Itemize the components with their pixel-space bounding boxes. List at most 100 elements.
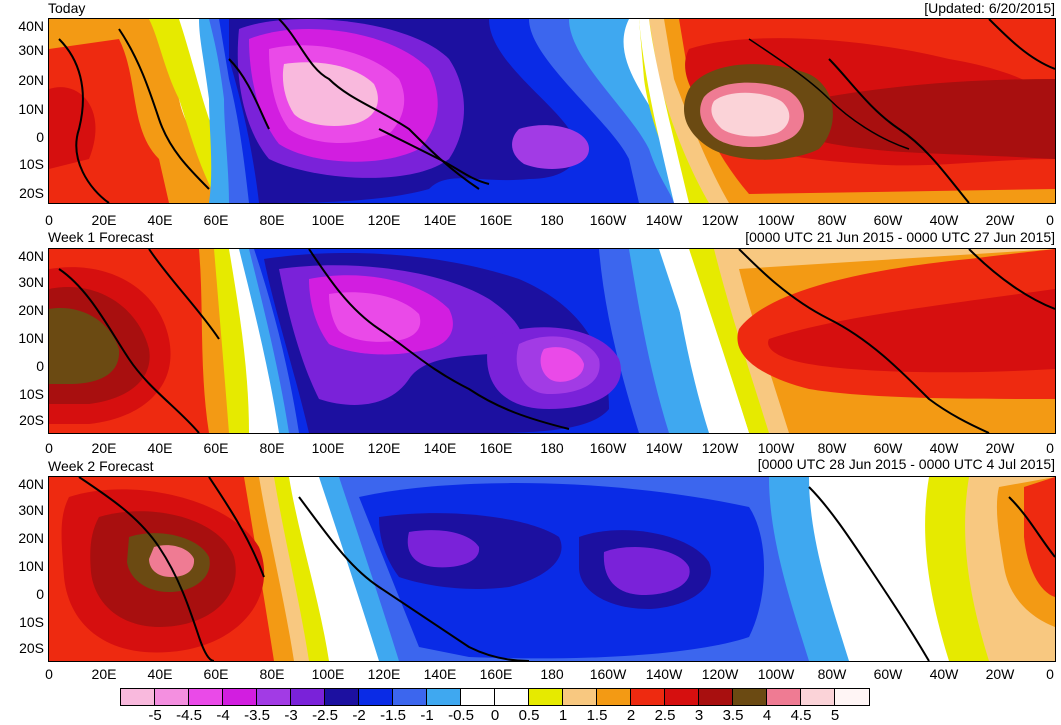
legend-swatch bbox=[801, 689, 835, 705]
legend-tick-label: 3 bbox=[694, 707, 704, 724]
lat-label: 40N bbox=[18, 18, 44, 34]
lat-label: 20N bbox=[18, 530, 44, 546]
lon-label: 100E bbox=[311, 666, 345, 682]
lon-label: 40W bbox=[929, 666, 959, 682]
panel-2-map[interactable] bbox=[48, 248, 1056, 434]
lon-label: 60E bbox=[203, 666, 229, 682]
lon-label: 120E bbox=[367, 212, 401, 228]
lon-label: 60E bbox=[203, 440, 229, 456]
lon-label: 0 bbox=[1046, 666, 1054, 682]
lat-label: 40N bbox=[18, 476, 44, 492]
lon-label: 100W bbox=[757, 212, 795, 228]
legend-tick-label: -1.5 bbox=[380, 707, 406, 724]
legend-swatch bbox=[597, 689, 631, 705]
legend-swatch bbox=[121, 689, 155, 705]
lat-label: 40N bbox=[18, 248, 44, 264]
lon-label: 40W bbox=[929, 212, 959, 228]
lon-label: 120W bbox=[701, 440, 739, 456]
legend-tick-label: 4.5 bbox=[790, 707, 812, 724]
legend-tick-label: 0.5 bbox=[518, 707, 540, 724]
color-legend bbox=[120, 688, 870, 706]
lon-label: 60W bbox=[873, 666, 903, 682]
lon-label: 20E bbox=[91, 212, 117, 228]
panel-1-title: Today bbox=[48, 0, 86, 16]
lon-label: 20W bbox=[985, 440, 1015, 456]
lon-label: 80E bbox=[259, 212, 285, 228]
legend-swatch bbox=[733, 689, 767, 705]
lat-label: 10N bbox=[18, 558, 44, 574]
lon-label: 140W bbox=[645, 440, 683, 456]
lon-label: 160W bbox=[589, 666, 627, 682]
legend-swatch bbox=[767, 689, 801, 705]
legend-tick-label: -5 bbox=[148, 707, 162, 724]
lat-label: 30N bbox=[18, 42, 44, 58]
lon-label: 100W bbox=[757, 666, 795, 682]
lon-label: 100E bbox=[311, 212, 345, 228]
lat-label: 30N bbox=[18, 274, 44, 290]
legend-tick-label: -2.5 bbox=[312, 707, 338, 724]
lon-label: 40E bbox=[147, 666, 173, 682]
lon-label: 20E bbox=[91, 666, 117, 682]
lon-label: 100W bbox=[757, 440, 795, 456]
legend-swatch bbox=[631, 689, 665, 705]
lat-label: 20N bbox=[18, 302, 44, 318]
lon-label: 160E bbox=[479, 212, 513, 228]
legend-tick-label: 2.5 bbox=[654, 707, 676, 724]
legend-tick-label: 5 bbox=[830, 707, 840, 724]
lon-label: 0 bbox=[1046, 212, 1054, 228]
lon-label: 140E bbox=[423, 212, 457, 228]
legend-swatch bbox=[461, 689, 495, 705]
legend-tick-label: -4 bbox=[216, 707, 230, 724]
legend-tick-label: -1 bbox=[420, 707, 434, 724]
lat-label: 20S bbox=[19, 185, 44, 201]
lon-label: 0 bbox=[1046, 440, 1054, 456]
lat-label: 10N bbox=[18, 330, 44, 346]
lat-label: 20S bbox=[19, 412, 44, 428]
lon-label: 120E bbox=[367, 440, 401, 456]
lon-label: 100E bbox=[311, 440, 345, 456]
lon-label: 80W bbox=[817, 212, 847, 228]
lon-label: 0 bbox=[45, 666, 53, 682]
panel-3-map[interactable] bbox=[48, 476, 1056, 662]
lon-label: 40W bbox=[929, 440, 959, 456]
panel-2-title: Week 1 Forecast bbox=[48, 229, 154, 245]
lon-label: 140E bbox=[423, 666, 457, 682]
legend-tick-label: -3.5 bbox=[244, 707, 270, 724]
legend-tick-label: 1.5 bbox=[586, 707, 608, 724]
legend-swatch bbox=[257, 689, 291, 705]
legend-swatch bbox=[325, 689, 359, 705]
lon-label: 160E bbox=[479, 440, 513, 456]
legend-tick-label: -2 bbox=[352, 707, 366, 724]
lon-label: 20W bbox=[985, 666, 1015, 682]
lat-label: 30N bbox=[18, 502, 44, 518]
legend-tick-label: -0.5 bbox=[448, 707, 474, 724]
lon-label: 120W bbox=[701, 666, 739, 682]
legend-swatch bbox=[427, 689, 461, 705]
lat-label: 0 bbox=[36, 129, 44, 145]
legend-swatch bbox=[665, 689, 699, 705]
lon-label: 80W bbox=[817, 440, 847, 456]
lon-label: 40E bbox=[147, 440, 173, 456]
panel-2-range: [0000 UTC 21 Jun 2015 - 0000 UTC 27 Jun … bbox=[745, 229, 1055, 245]
lon-label: 60W bbox=[873, 440, 903, 456]
panel-3-range: [0000 UTC 28 Jun 2015 - 0000 UTC 4 Jul 2… bbox=[757, 456, 1055, 472]
panel-1-map[interactable] bbox=[48, 18, 1056, 204]
lat-label: 20S bbox=[19, 640, 44, 656]
lon-label: 80E bbox=[259, 440, 285, 456]
panel-1-range: [Updated: 6/20/2015] bbox=[924, 0, 1055, 16]
lon-label: 80W bbox=[817, 666, 847, 682]
lon-label: 120W bbox=[701, 212, 739, 228]
lon-label: 140W bbox=[645, 666, 683, 682]
lat-label: 0 bbox=[36, 586, 44, 602]
legend-swatch bbox=[359, 689, 393, 705]
legend-tick-label: -3 bbox=[284, 707, 298, 724]
legend-tick-label: 4 bbox=[762, 707, 772, 724]
lon-label: 20W bbox=[985, 212, 1015, 228]
legend-swatch bbox=[699, 689, 733, 705]
legend-swatch bbox=[835, 689, 869, 705]
lon-label: 20E bbox=[91, 440, 117, 456]
lon-label: 140E bbox=[423, 440, 457, 456]
legend-tick-label: 2 bbox=[626, 707, 636, 724]
lon-label: 80E bbox=[259, 666, 285, 682]
legend-swatch bbox=[529, 689, 563, 705]
